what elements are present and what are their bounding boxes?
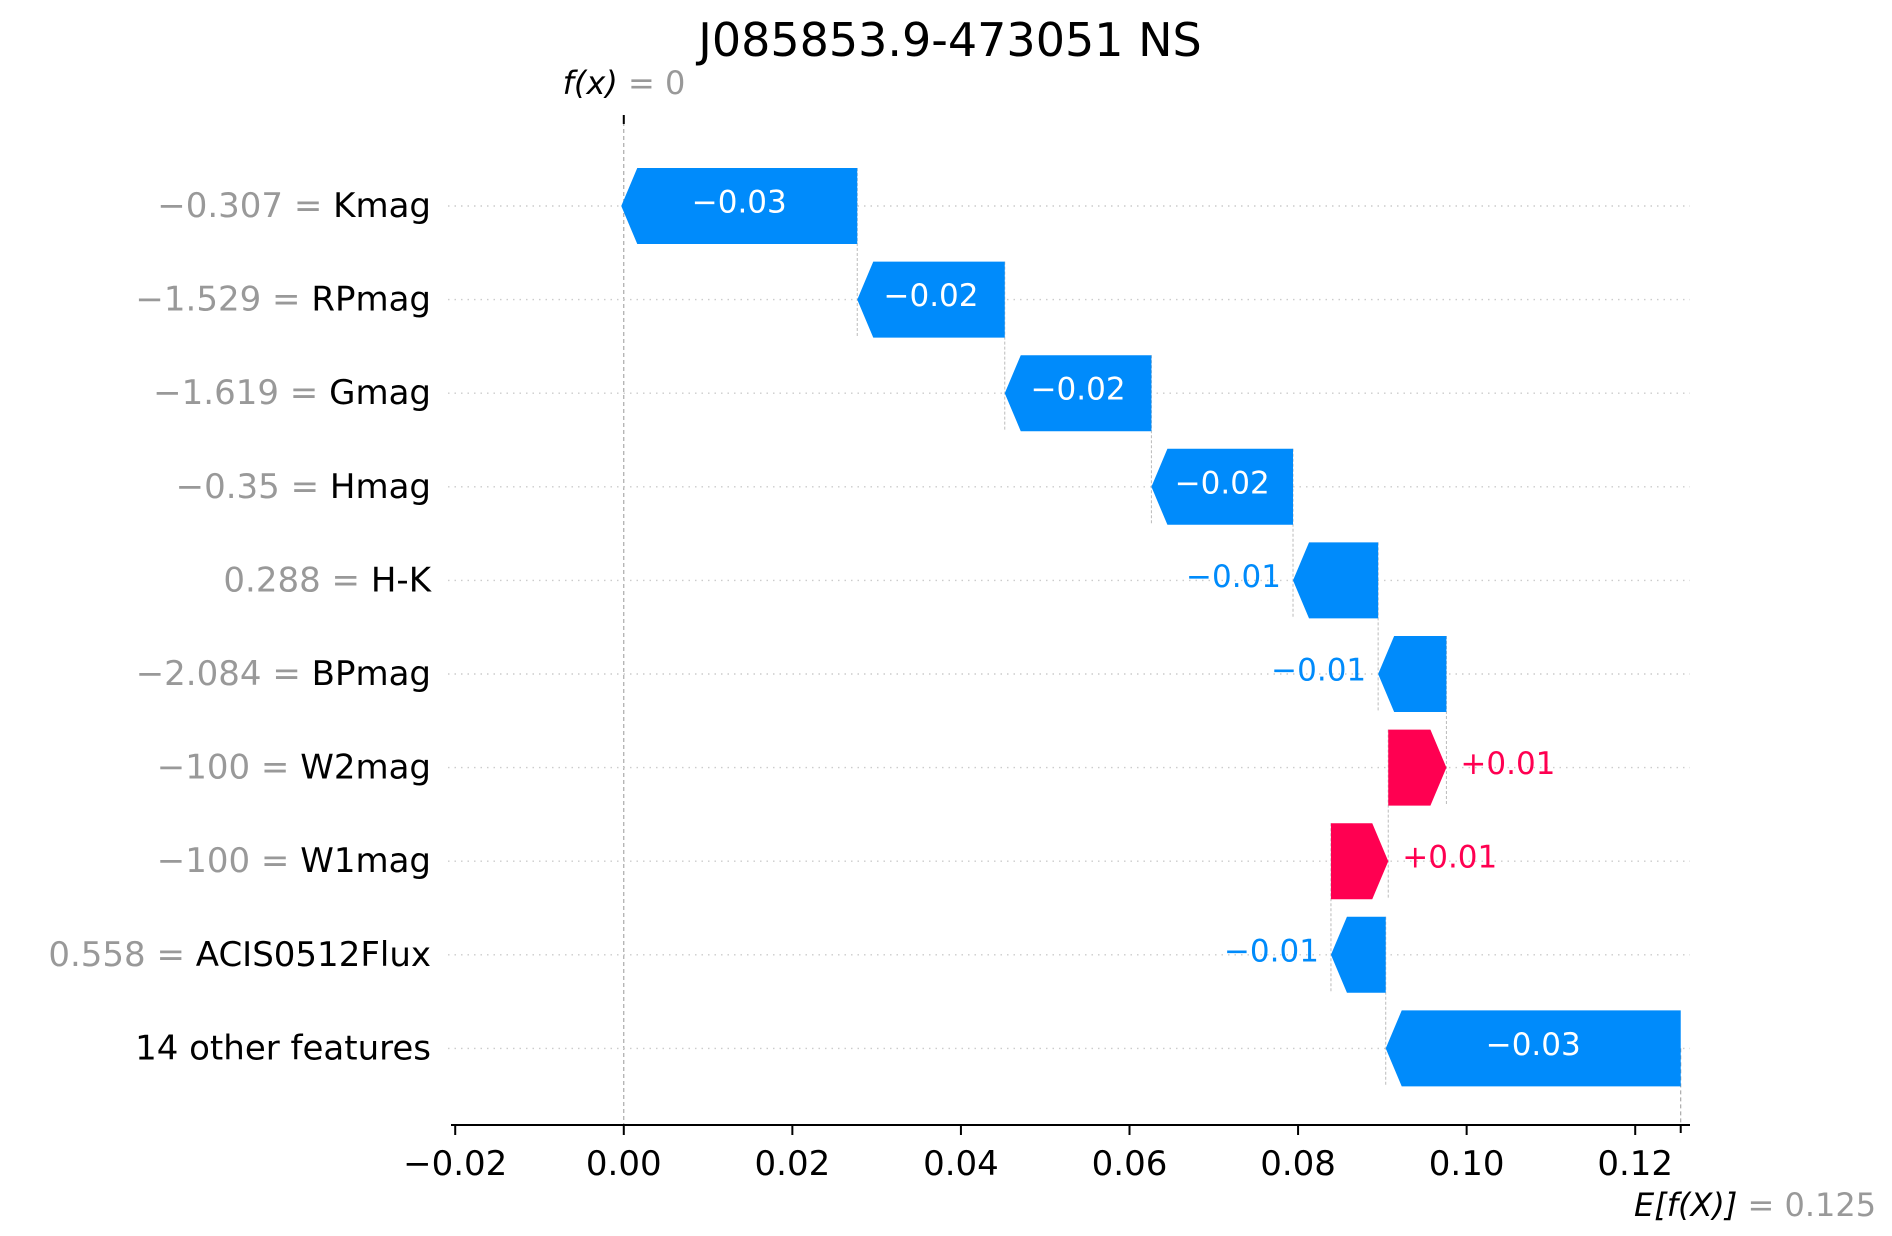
feature-equals: = xyxy=(283,186,333,226)
fx-label: f(x) xyxy=(563,64,618,102)
gridlines xyxy=(448,115,1690,1133)
feature-name: Hmag xyxy=(330,467,431,507)
feature-equals: = xyxy=(146,935,196,975)
x-tick-label: 0.10 xyxy=(1429,1144,1505,1184)
x-tick-label: 0.06 xyxy=(1092,1144,1168,1184)
bar-value-label: +0.01 xyxy=(1460,746,1555,782)
feature-value: 0.288 xyxy=(223,560,320,600)
bar-rpmag xyxy=(857,261,1005,338)
chart-title: J085853.9-473051 NS xyxy=(695,13,1201,67)
bar-value-label: −0.01 xyxy=(1186,559,1281,595)
bar-hmag xyxy=(1151,448,1294,525)
x-tick-label: 0.12 xyxy=(1597,1144,1673,1184)
feature-value: −0.35 xyxy=(176,467,280,507)
bar-value-label: −0.03 xyxy=(1486,1027,1581,1063)
fx-equals: = xyxy=(628,64,665,102)
feature-label: −100 = W1mag xyxy=(157,841,431,881)
feature-value: −100 xyxy=(157,841,250,881)
bar-h-k xyxy=(1293,542,1379,619)
feature-value: −1.619 xyxy=(153,373,279,413)
feature-value: −100 xyxy=(157,748,250,788)
x-tick-label: 0.02 xyxy=(755,1144,831,1184)
bars: −0.03 −0.02 −0.02 −0.02 −0.01 −0.01 +0.01 +0.01… xyxy=(621,168,1681,1087)
feature-name: RPmag xyxy=(311,280,431,320)
bar-value-label: −0.01 xyxy=(1271,653,1366,689)
feature-value: −0.307 xyxy=(157,186,283,226)
bar-kmag xyxy=(621,168,858,244)
feature-name: W1mag xyxy=(300,841,431,881)
x-tick-label: −0.02 xyxy=(403,1144,507,1184)
feature-equals: = xyxy=(261,280,311,320)
efx-annotation: E[f(X)] = 0.125 xyxy=(1634,1186,1876,1224)
feature-name: H-K xyxy=(371,560,433,600)
feature-equals: = xyxy=(262,654,312,694)
bar-value-label: −0.01 xyxy=(1224,933,1319,969)
fx-annotation: f(x) = 0 xyxy=(563,64,686,102)
feature-label: −0.307 = Kmag xyxy=(157,186,431,226)
x-tick-label: 0.04 xyxy=(923,1144,999,1184)
feature-label: −2.084 = BPmag xyxy=(136,654,431,694)
feature-label: −1.529 = RPmag xyxy=(135,280,431,320)
feature-value: −2.084 xyxy=(136,654,262,694)
x-tick-label: 0.08 xyxy=(1260,1144,1336,1184)
efx-equals: = xyxy=(1748,1186,1785,1224)
x-axis: −0.02 0.00 0.02 0.04 0.06 0.08 0.10 0.12 xyxy=(403,1124,1690,1184)
x-tick-label: 0.00 xyxy=(586,1144,662,1184)
feature-label: −1.619 = Gmag xyxy=(153,373,431,413)
fx-value: 0 xyxy=(665,64,685,102)
bar-value-label: −0.02 xyxy=(1175,465,1270,501)
feature-name: BPmag xyxy=(312,654,431,694)
bar-value-label: −0.02 xyxy=(884,278,979,314)
feature-equals: = xyxy=(250,841,300,881)
feature-equals: = xyxy=(250,748,300,788)
bar-w1mag xyxy=(1330,823,1389,900)
feature-value: −1.529 xyxy=(135,280,261,320)
bar-bpmag xyxy=(1378,636,1447,712)
efx-label: E[f(X)] xyxy=(1634,1186,1737,1224)
bar-gmag xyxy=(1004,355,1152,432)
feature-label: −100 = W2mag xyxy=(157,748,431,788)
feature-value: 0.558 xyxy=(48,935,145,975)
feature-name: ACIS0512Flux xyxy=(196,935,431,975)
feature-name: Kmag xyxy=(333,186,431,226)
bar-acis0512flux xyxy=(1330,916,1386,993)
feature-label: 0.558 = ACIS0512Flux xyxy=(48,935,431,975)
bar-14-other-features xyxy=(1385,1010,1681,1087)
feature-name: 14 other features xyxy=(135,1028,431,1068)
feature-label: −0.35 = Hmag xyxy=(176,467,431,507)
feature-name: Gmag xyxy=(329,373,431,413)
bar-value-label: −0.03 xyxy=(692,185,787,221)
feature-label: 14 other features xyxy=(135,1028,431,1068)
feature-equals: = xyxy=(279,373,329,413)
feature-labels: −0.307 = Kmag −1.529 = RPmag −1.619 = Gmag… xyxy=(48,186,432,1068)
feature-equals: = xyxy=(280,467,330,507)
feature-label: 0.288 = H-K xyxy=(223,560,432,600)
bar-w2mag xyxy=(1388,729,1447,806)
efx-value: 0.125 xyxy=(1785,1186,1877,1224)
feature-name: W2mag xyxy=(300,748,431,788)
bar-value-label: +0.01 xyxy=(1402,840,1497,876)
feature-equals: = xyxy=(321,560,371,600)
bar-value-label: −0.02 xyxy=(1031,372,1126,408)
